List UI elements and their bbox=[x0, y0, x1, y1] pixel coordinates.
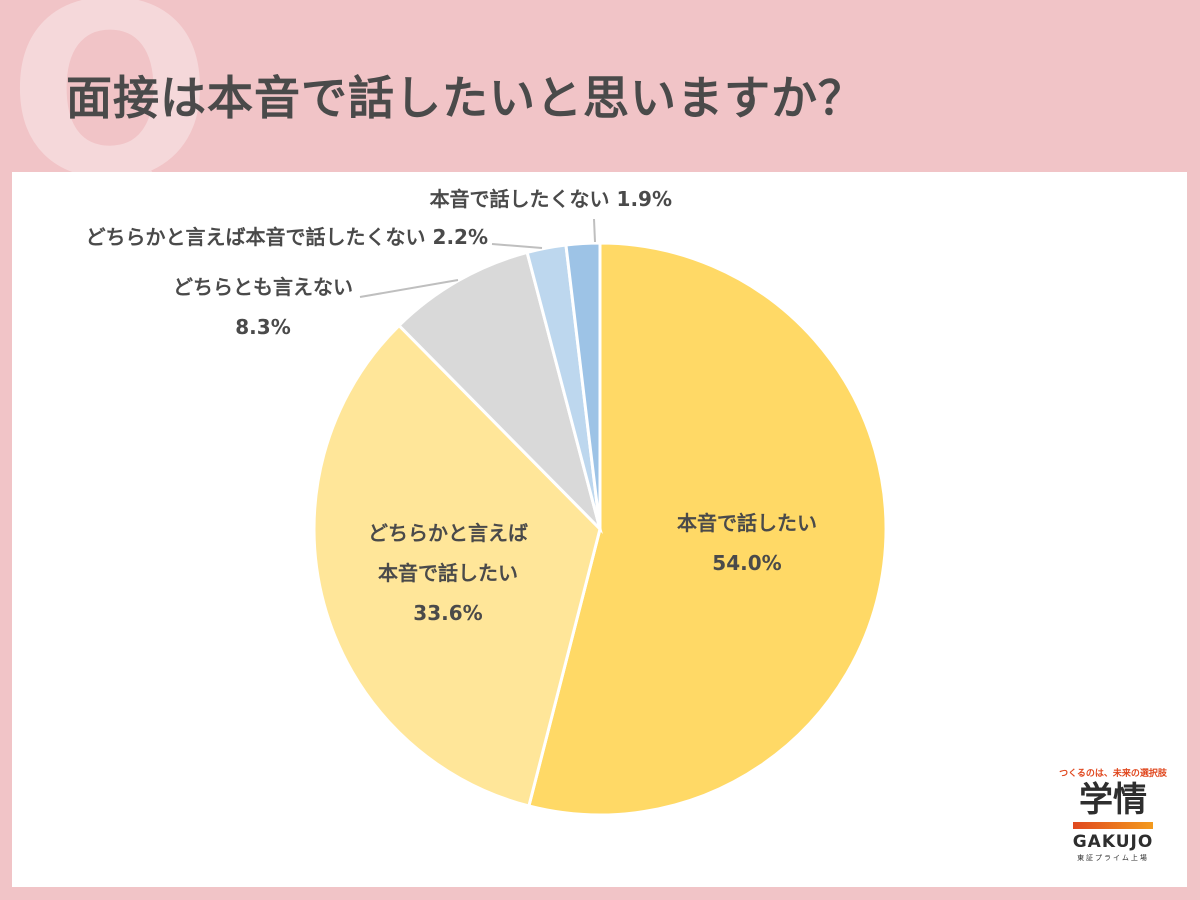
data-label-dochiraka-hanashitai-2: 本音で話したい bbox=[378, 561, 518, 585]
data-label-value-dochiratomo: 8.3% bbox=[235, 315, 290, 339]
data-label-honne-de-hanashitai: 本音で話したい bbox=[677, 511, 817, 535]
logo-name: GAKUJO bbox=[1072, 832, 1154, 853]
logo-tagline: つくるのは、未来の選択肢 bbox=[1059, 769, 1167, 779]
pie-slice-dochiraka-hanashitai bbox=[312, 323, 602, 808]
pie-slice-honne-de-hanashitakunai bbox=[564, 241, 602, 530]
pie-slice-honne-de-hanashitai bbox=[527, 241, 888, 817]
data-label-dochiratomo: どちらとも言えない bbox=[173, 275, 353, 299]
pie-chart: 本音で話したい 54.0% どちらかと言えば 本音で話したい 33.6% どちら… bbox=[86, 187, 888, 817]
data-label-value-honne-de-hanashitai: 54.0% bbox=[712, 551, 781, 575]
logo-kanji: 学情 bbox=[1079, 780, 1147, 820]
data-label-value-dochiraka-hanashitai: 33.6% bbox=[413, 601, 482, 625]
gakujo-logo: つくるのは、未来の選択肢 学情 GAKUJO 東証プライム上場 bbox=[1058, 766, 1168, 863]
pie-slice-dochiratomo bbox=[396, 250, 603, 535]
chart-panel: 本音で話したい 54.0% どちらかと言えば 本音で話したい 33.6% どちら… bbox=[12, 172, 1187, 887]
leader-line-dochiraka-hanashitakunai bbox=[491, 243, 543, 249]
data-label-dochiraka-hanashitai: どちらかと言えば bbox=[368, 521, 528, 545]
leader-line-honne-de-hanashitakunai bbox=[593, 218, 596, 243]
leader-line-dochiratomo bbox=[359, 279, 459, 298]
data-label-dochiraka-hanashitakunai: どちらかと言えば本音で話したくない 2.2% bbox=[86, 225, 488, 249]
page-title: 面接は本音で話したいと思いますか？ bbox=[66, 71, 865, 125]
data-label-honne-de-hanashitakunai: 本音で話したくない 1.9% bbox=[430, 187, 672, 211]
logo-listing: 東証プライム上場 bbox=[1077, 854, 1149, 863]
logo-bar bbox=[1073, 822, 1153, 830]
